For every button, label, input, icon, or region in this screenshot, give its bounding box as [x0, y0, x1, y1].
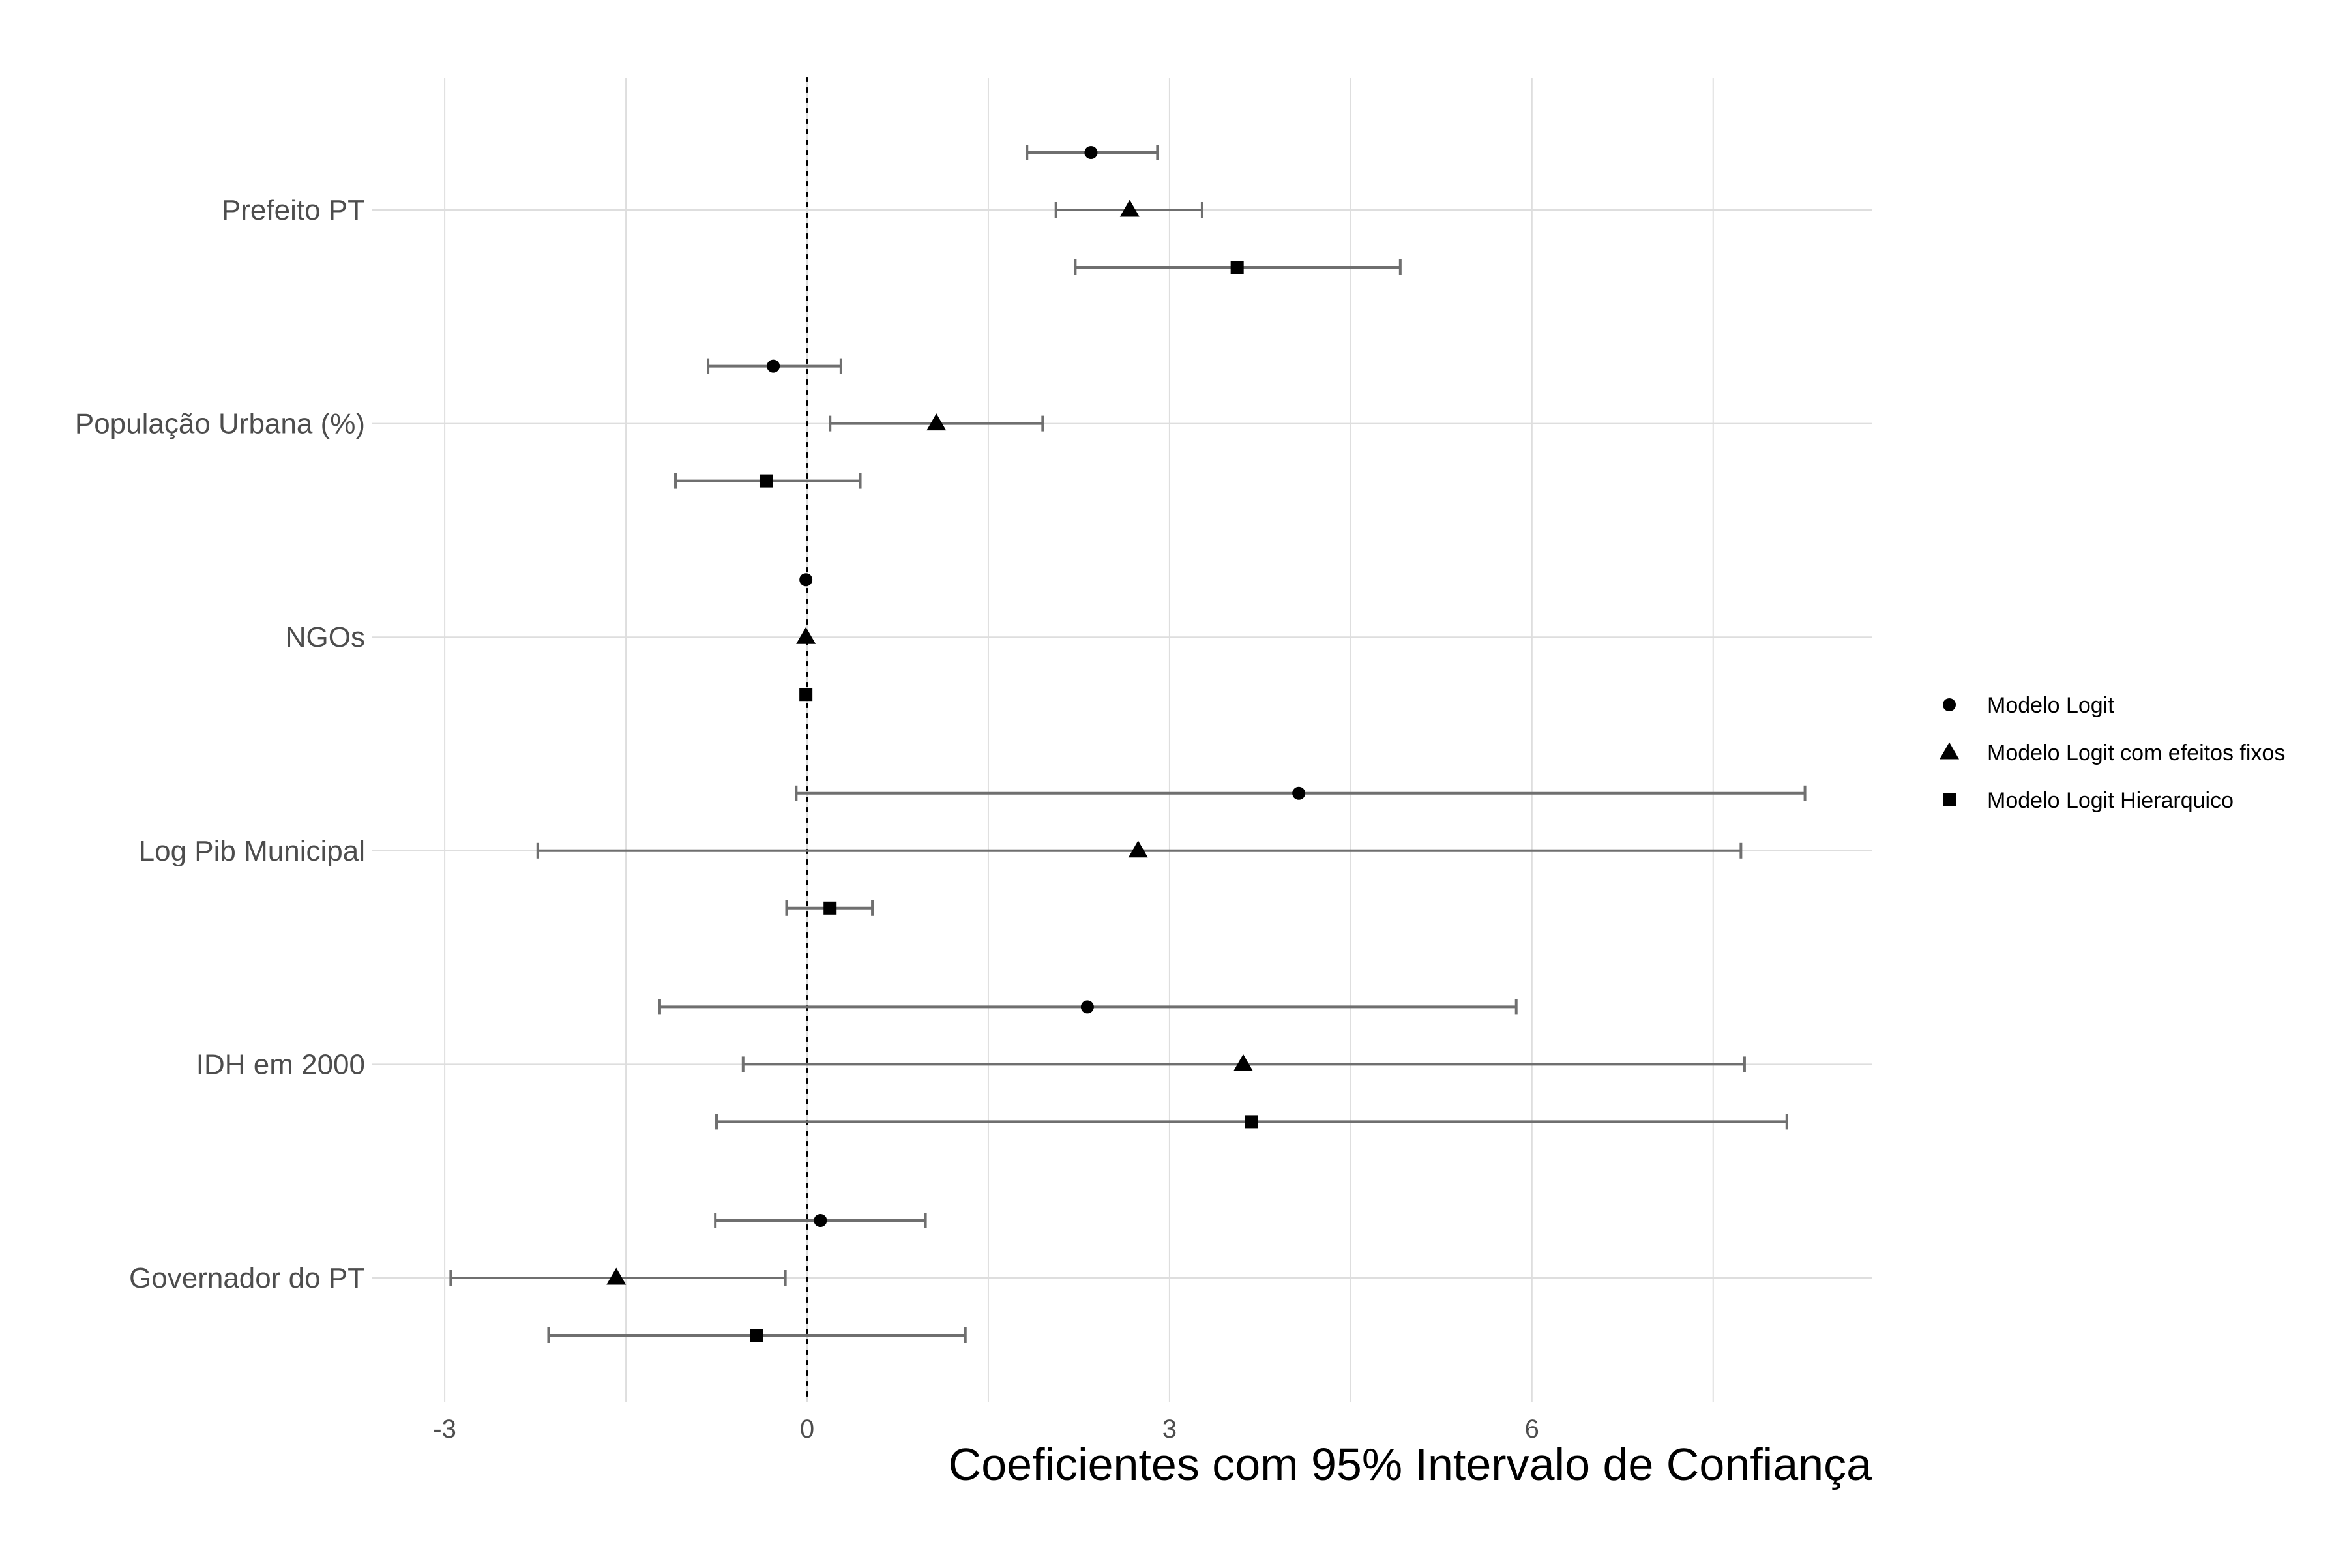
point-circle [814, 1214, 827, 1227]
point-square [823, 901, 837, 915]
legend-label: Modelo Logit [1987, 693, 2114, 718]
y-tick-label: Log Pib Municipal [139, 835, 365, 867]
legend-label: Modelo Logit Hierarquico [1987, 788, 2234, 813]
point-triangle [1233, 1054, 1253, 1071]
point-circle [799, 573, 813, 587]
point-triangle [796, 627, 816, 644]
point-square [799, 688, 813, 702]
x-tick-label: -3 [433, 1415, 456, 1443]
legend-label: Modelo Logit com efeitos fixos [1987, 741, 2285, 765]
grid-layer [372, 78, 1872, 1402]
point-square [1230, 261, 1244, 274]
y-axis-labels: Prefeito PT População Urbana (%) NGOs Log P… [75, 194, 365, 1294]
y-tick-label: IDH em 2000 [196, 1048, 365, 1080]
point-triangle [1128, 840, 1148, 858]
legend-marker-square-icon [1943, 793, 1956, 806]
legend-marker-circle-icon [1943, 698, 1956, 711]
point-square [759, 474, 773, 488]
point-triangle [606, 1267, 627, 1285]
legend: Modelo Logit Modelo Logit com efeitos fix… [1940, 693, 2285, 813]
legend-item: Modelo Logit com efeitos fixos [1940, 741, 2285, 765]
point-triangle [1119, 200, 1140, 217]
point-circle [767, 359, 780, 373]
x-axis-labels: -3 0 3 6 [433, 1415, 1539, 1443]
legend-marker-triangle-icon [1940, 742, 1959, 760]
x-axis-title: Coeficientes com 95% Intervalo de Confia… [949, 1439, 1872, 1490]
point-circle [1292, 786, 1306, 800]
point-estimate-layer [606, 146, 1306, 1342]
x-tick-label: 3 [1162, 1415, 1177, 1443]
point-circle [1084, 146, 1098, 159]
y-tick-label: População Urbana (%) [75, 408, 365, 440]
point-circle [1080, 1000, 1094, 1014]
confidence-interval-layer [449, 145, 1807, 1343]
x-tick-label: 6 [1525, 1415, 1539, 1443]
legend-item: Modelo Logit Hierarquico [1943, 788, 2234, 813]
point-triangle [926, 413, 947, 431]
x-tick-label: 0 [800, 1415, 814, 1443]
y-tick-label: NGOs [286, 621, 365, 653]
y-tick-label: Governador do PT [129, 1262, 365, 1294]
y-tick-label: Prefeito PT [222, 194, 365, 226]
point-square [750, 1329, 763, 1342]
point-square [1245, 1115, 1258, 1129]
legend-item: Modelo Logit [1943, 693, 2114, 718]
